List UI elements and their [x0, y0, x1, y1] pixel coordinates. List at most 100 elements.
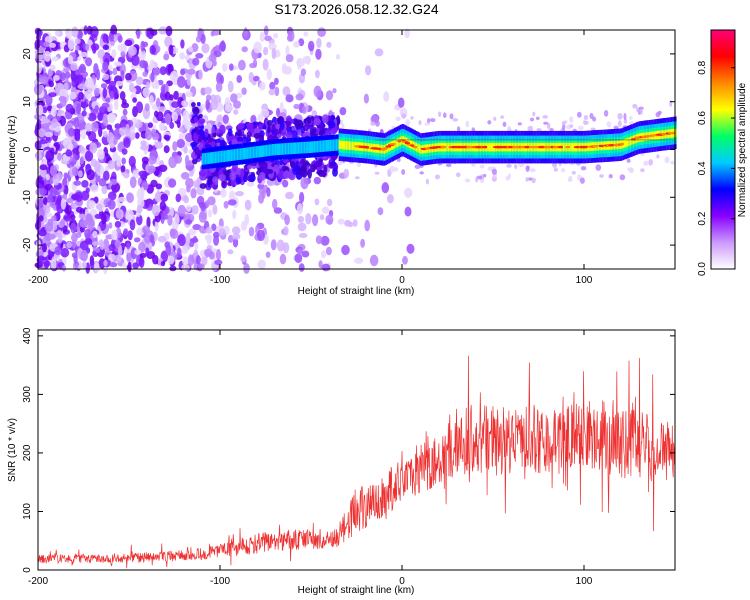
spectrogram-cell — [327, 120, 336, 129]
spectrogram-cell — [65, 103, 74, 113]
spectrogram-ridge-cell — [252, 146, 255, 159]
spectrogram-cell — [427, 118, 431, 124]
spectrogram-cell — [270, 239, 277, 251]
spectrogram-ridge-cell — [332, 139, 335, 151]
spectrogram-cell — [36, 119, 42, 130]
spectrogram-cell — [90, 158, 98, 167]
spectrogram-cell — [65, 204, 72, 216]
spectrogram-cell — [235, 191, 244, 197]
spectrogram-ridge-cell — [305, 141, 307, 154]
spectrogram-cell — [58, 232, 63, 244]
spectrogram-ridge-cell — [265, 144, 268, 157]
spectrogram-ridge-cell — [292, 142, 294, 155]
spectrogram-cell — [332, 88, 337, 94]
spectrogram-cell — [89, 258, 95, 270]
spectrogram-cell — [456, 172, 461, 178]
spectrogram-ridge-cell — [267, 144, 269, 157]
spectrogram-cell — [188, 228, 197, 236]
spectrogram-cell — [155, 45, 161, 53]
spectrogram-cell — [301, 250, 310, 258]
spectrogram-ridge-cell — [337, 139, 339, 151]
spectrogram-cell — [111, 229, 118, 241]
spectrogram-cell — [437, 111, 442, 117]
spectrogram-cell — [154, 220, 159, 232]
spectrogram-cell — [120, 165, 126, 173]
spectrogram-cell — [136, 204, 143, 214]
spectrogram-cell — [165, 244, 172, 256]
spectrogram-cell — [85, 130, 91, 136]
spectrogram-cell — [500, 115, 504, 119]
spectrogram-cell — [300, 68, 307, 76]
spectrogram-cell — [75, 44, 80, 51]
spectrogram-cell — [63, 137, 72, 150]
spectrogram-ridge-cell — [260, 145, 262, 158]
spectrogram-ridge-cell — [228, 149, 230, 162]
spectrogram-cell — [291, 125, 297, 132]
spectrogram-cell — [303, 160, 310, 166]
spectrogram-cell — [195, 53, 204, 59]
spectrogram-cell — [636, 107, 640, 113]
page-title: S173.2026.058.12.32.G24 — [274, 1, 439, 17]
spectrogram-cell — [50, 118, 59, 129]
spectrogram-cell — [271, 47, 277, 60]
spectrogram-cell — [211, 223, 217, 231]
spectrogram-cell — [327, 218, 333, 225]
spectrogram-cell — [429, 118, 436, 123]
spectrogram-cell — [145, 130, 153, 141]
spectrogram-cell — [80, 99, 87, 109]
spectrogram-x-tick-label: -200 — [28, 275, 48, 286]
spectrogram-cell — [314, 161, 323, 168]
spectrogram-cell — [318, 260, 323, 269]
spectrogram-cell — [219, 74, 224, 85]
spectrogram-y-tick-label: -20 — [22, 237, 33, 252]
spectrogram-cell — [66, 197, 74, 204]
spectrogram-cell — [88, 200, 96, 209]
spectrogram-cell — [528, 177, 533, 181]
spectrogram-cell — [425, 178, 429, 185]
spectrogram-cell — [60, 248, 70, 258]
spectrogram-cell — [229, 171, 237, 181]
spectrogram-cell — [140, 186, 145, 199]
spectrogram-cell — [195, 255, 201, 265]
spectrogram-cell — [465, 120, 470, 128]
spectrogram-cell — [90, 43, 100, 51]
spectrogram-cell — [109, 90, 115, 100]
spectrogram-ridge-cell — [334, 139, 336, 151]
spectrogram-cell — [221, 180, 228, 189]
spectrogram-cell — [297, 248, 303, 255]
spectrogram-ridge-cell — [331, 139, 333, 152]
spectrogram-cell — [60, 72, 66, 82]
spectrogram-cell — [94, 213, 103, 219]
spectrogram-cell — [192, 235, 198, 243]
spectrogram-ridge-cell — [235, 148, 237, 161]
snr-y-tick-label: 400 — [22, 327, 33, 344]
spectrogram-cell — [569, 116, 574, 123]
spectrogram-cell — [142, 225, 150, 234]
spectrogram-cell — [150, 29, 158, 36]
spectrogram-cell — [365, 65, 372, 76]
spectrogram-cell — [443, 112, 447, 118]
spectrogram-cell — [227, 234, 234, 243]
spectrogram-cell — [265, 251, 271, 258]
spectrogram-ridge-cell — [487, 142, 489, 152]
spectrogram-cell — [374, 48, 384, 57]
spectrogram-cell — [50, 64, 56, 71]
spectrogram-cell — [148, 168, 154, 175]
spectrogram-cell — [142, 71, 148, 77]
spectrogram-cell — [102, 130, 108, 138]
spectrogram-cell — [404, 206, 412, 217]
spectrogram-cell — [180, 68, 186, 76]
spectrogram-cell — [78, 91, 84, 100]
spectrogram-cell — [320, 171, 328, 177]
spectrogram-cell — [323, 164, 328, 173]
spectrogram-cell — [309, 128, 317, 134]
spectrogram-cell — [401, 113, 407, 119]
spectrogram-cell — [184, 120, 192, 130]
spectrogram-ridge-cell — [226, 150, 229, 162]
spectrogram-cell — [140, 40, 145, 52]
spectrogram-cell — [73, 180, 82, 186]
spectrogram-cell — [204, 248, 213, 257]
spectrogram-cell — [119, 91, 126, 101]
spectrogram-cell — [67, 38, 75, 50]
spectrogram-cell — [198, 129, 205, 137]
